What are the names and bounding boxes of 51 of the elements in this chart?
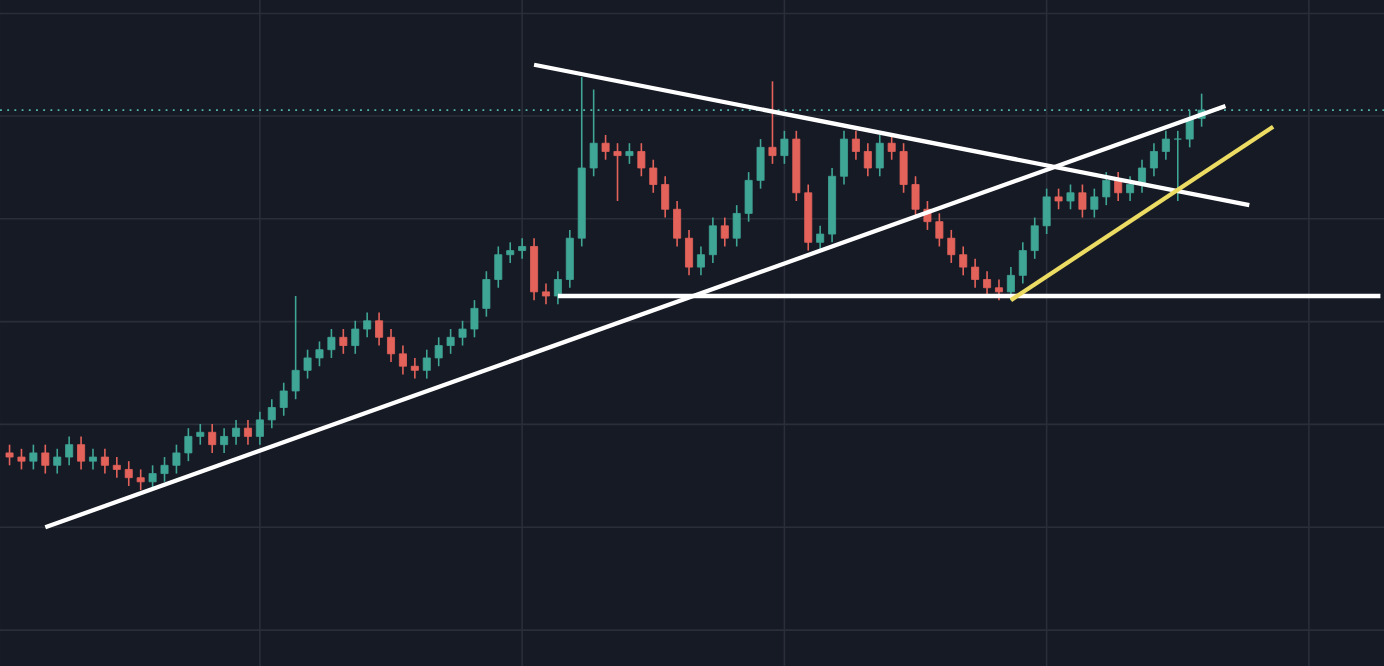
candlestick (398, 344, 407, 376)
candlestick (1185, 109, 1194, 149)
candlestick (542, 282, 550, 306)
candlestick (696, 245, 705, 277)
candlestick (661, 175, 670, 219)
candlestick (1054, 187, 1063, 211)
candlestick (375, 311, 384, 347)
candlestick (780, 130, 789, 165)
candlestick (994, 278, 1003, 301)
candlestick (875, 134, 884, 178)
candlestick (41, 443, 50, 475)
candlestick (553, 270, 562, 306)
candlestick (685, 229, 694, 277)
candlestick (255, 410, 264, 446)
candlestick (1018, 241, 1027, 285)
candlestick (768, 80, 777, 165)
candlestick (530, 237, 539, 301)
candlestick (65, 435, 74, 467)
candlestick (1078, 183, 1087, 219)
candlestick (983, 270, 992, 297)
candlestick (410, 357, 419, 380)
candlestick (1149, 142, 1158, 178)
candlestick (971, 258, 980, 289)
candlestick (243, 419, 252, 446)
candlestick (816, 225, 825, 252)
candlestick (1173, 130, 1182, 202)
candlestick (1126, 175, 1135, 202)
candlestick (77, 435, 86, 471)
candlestick (220, 427, 229, 454)
candlestick (720, 216, 729, 248)
candlestick (100, 448, 109, 475)
candlestick (53, 448, 62, 475)
candlestick (89, 448, 97, 471)
candlestick (625, 142, 634, 165)
candlestick (840, 130, 848, 186)
candlestick (232, 419, 241, 446)
candlestick (339, 328, 348, 355)
candlestick (112, 456, 121, 479)
candlestick (565, 229, 574, 289)
candlestick (851, 130, 860, 161)
candlestick (518, 237, 527, 260)
candlestick (1161, 130, 1170, 161)
candlestick (1066, 183, 1075, 211)
candlestick (363, 311, 372, 339)
candlestick (351, 319, 360, 355)
candlestick (208, 423, 217, 454)
candlestick (387, 328, 395, 363)
candlestick (863, 142, 872, 178)
candlestick (708, 216, 717, 264)
candlestick (673, 200, 682, 248)
candlestick (29, 443, 38, 471)
